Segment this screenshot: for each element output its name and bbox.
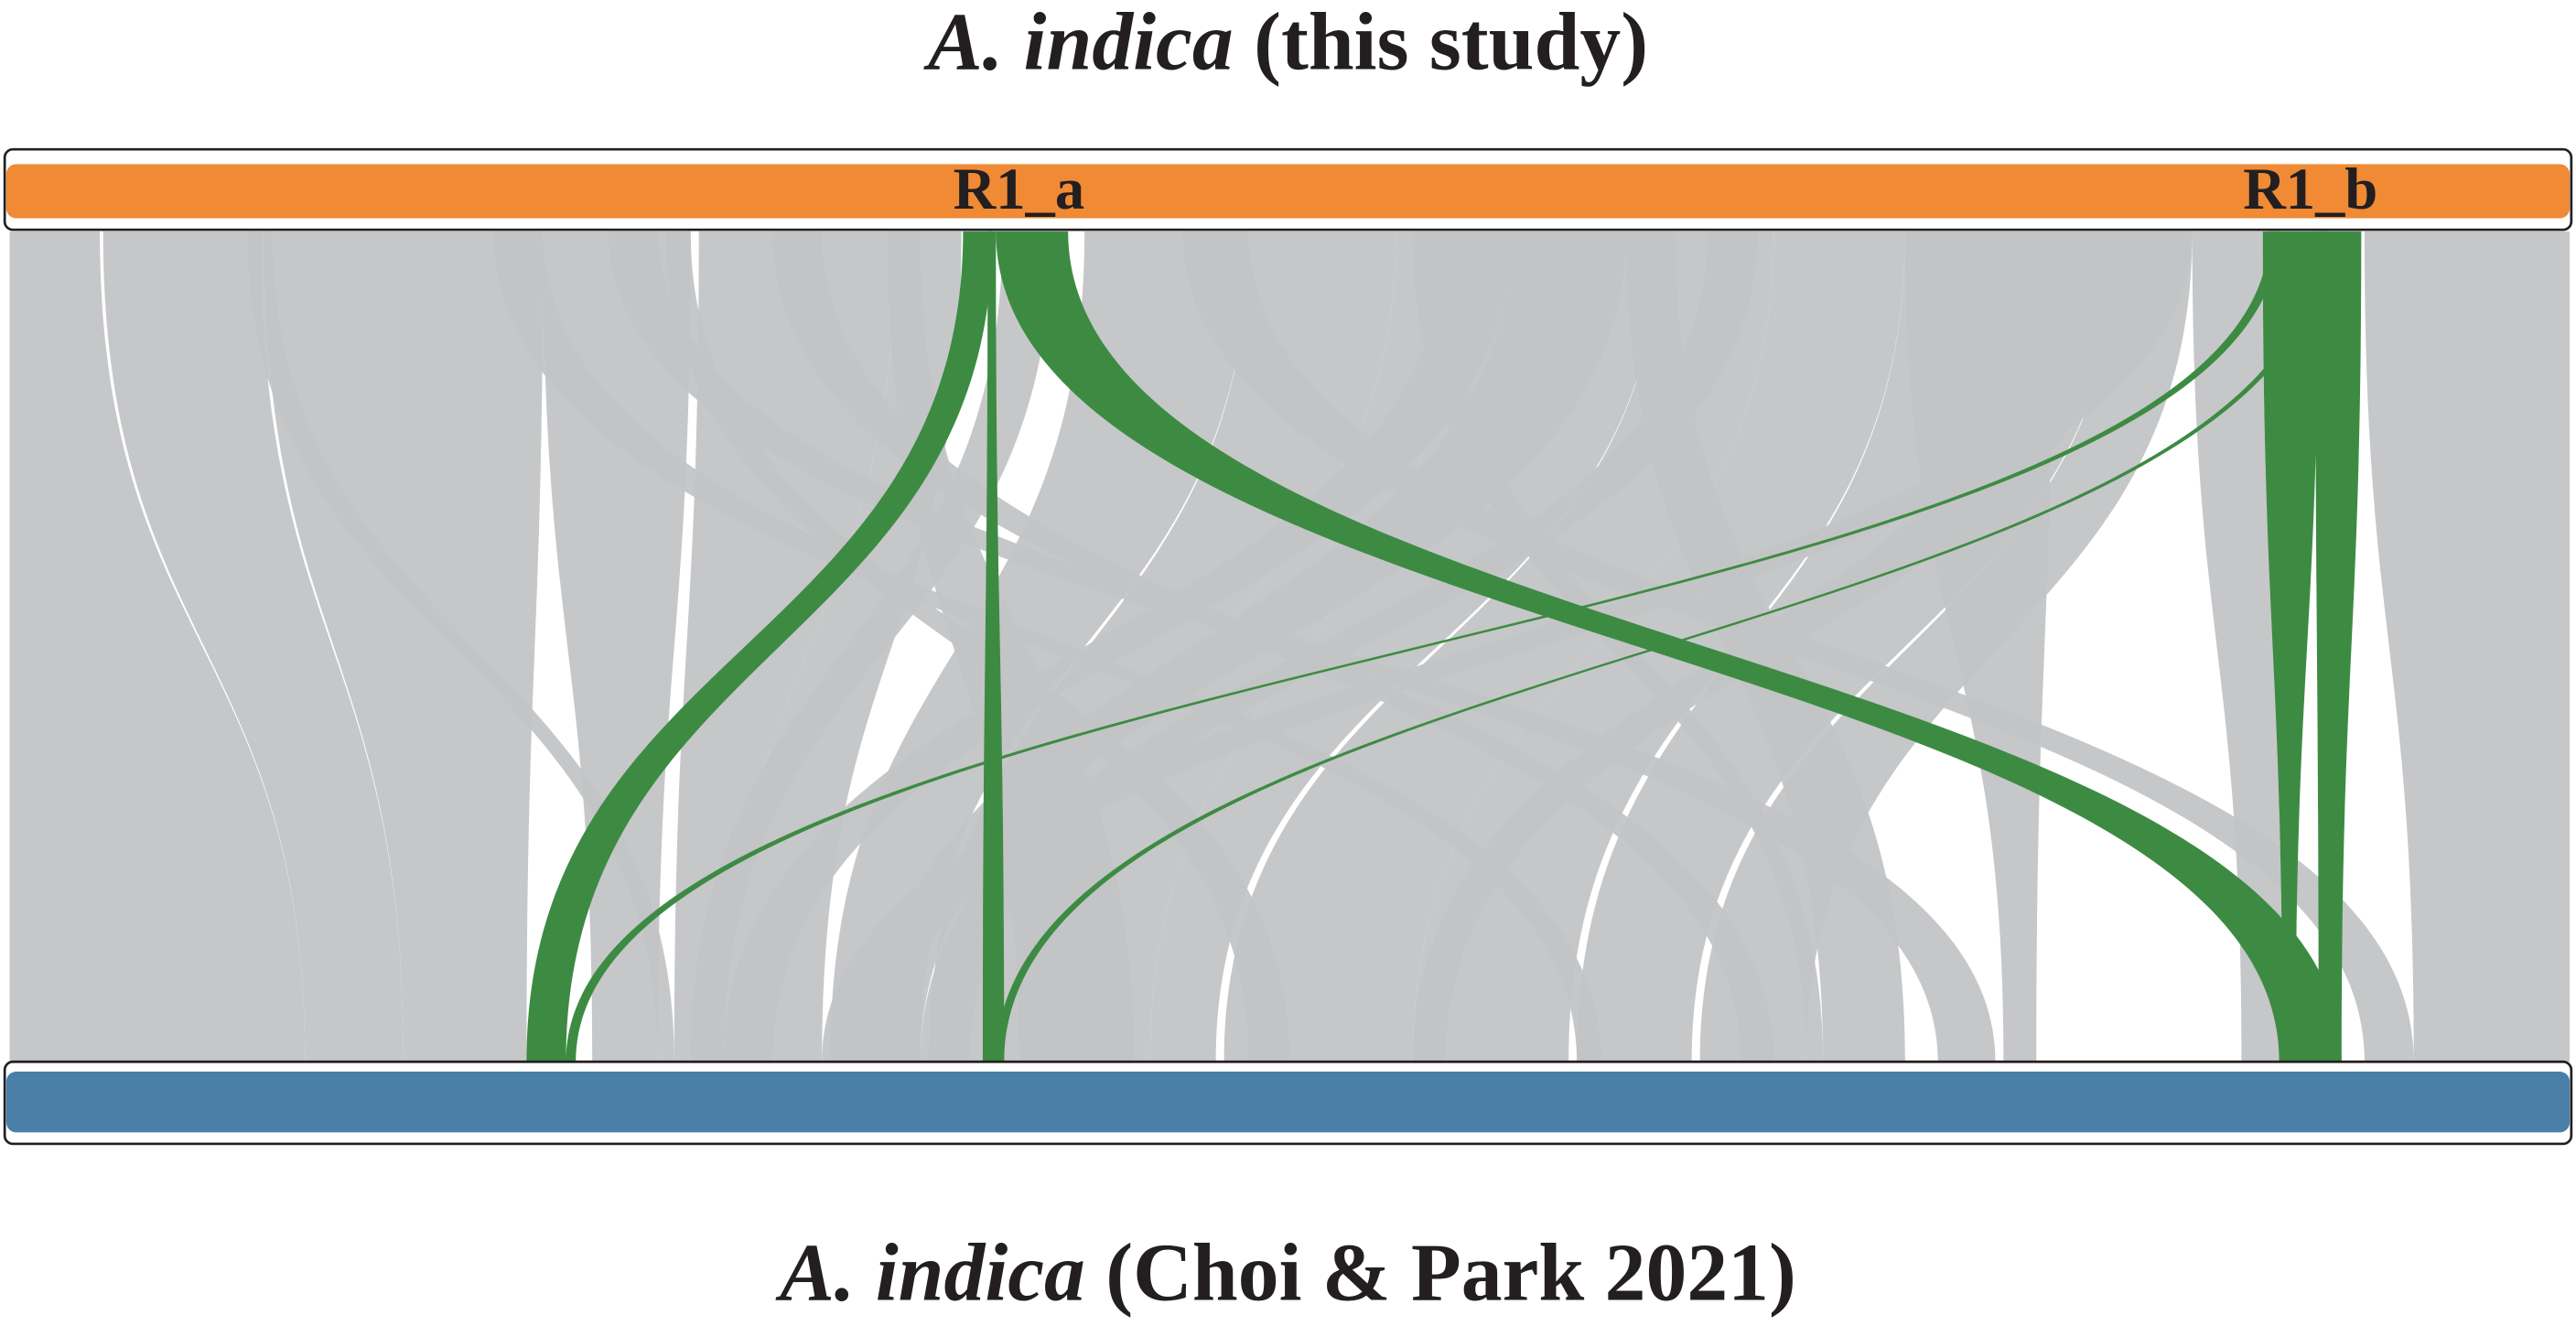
top-genome-bar [5,164,2571,219]
green-ribbon [566,231,2280,1062]
green-ribbon [996,231,2327,1062]
gray-ribbon [887,231,1134,1062]
note: (this study) [1254,0,1648,87]
bottom-title: A. indica (Choi & Park 2021) [775,1227,1796,1318]
green-ribbon [526,231,993,1062]
gray-ribbon [723,231,1512,1062]
gray-ribbon [264,231,544,1062]
bottom-genome-bar [5,1072,2571,1133]
green-ribbon [996,231,2342,1062]
gray-ribbon [772,231,1774,1062]
gray-ribbon [609,231,1996,1062]
note: (Choi & Park 2021) [1105,1227,1796,1318]
top-title: A. indica (this study) [923,0,1648,87]
gray-ribbon [1182,231,2414,1062]
gray-ribbon [2364,231,2571,1062]
marker-label: R1_b [2243,156,2377,221]
gray-ribbon [1412,231,1824,1062]
species: A. indica [923,0,1234,87]
ribbons [9,231,2571,1062]
marker-label: R1_a [954,156,1084,221]
gray-ribbon [690,231,1052,1062]
gray-ribbon [493,231,1602,1062]
gray-ribbon [870,231,1626,1062]
green-ribbon [2315,231,2362,1062]
gray-ribbon [9,231,306,1062]
green-ribbon [982,231,1005,1062]
green-ribbon [2262,231,2319,1062]
gray-ribbon [1625,231,1905,1062]
gray-ribbon [247,231,674,1062]
gray-ribbon [822,231,2193,1062]
gray-ribbon [102,231,404,1062]
gray-ribbon [920,231,1758,1062]
species: A. indica [775,1227,1085,1318]
